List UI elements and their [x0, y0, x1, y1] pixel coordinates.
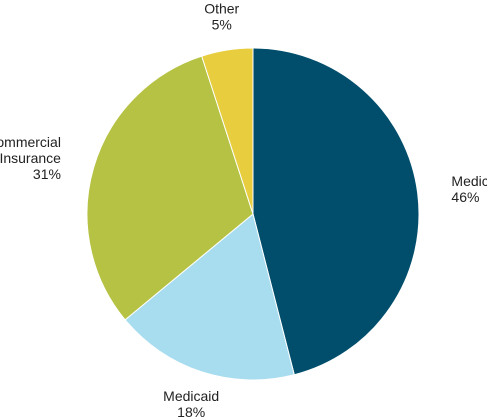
pie-slice-other [201, 47, 254, 215]
slice-name-label-medicare: Medicare [451, 173, 487, 189]
pie-slice-medicaid [124, 213, 295, 381]
slice-name-label-medicaid: Medicaid [163, 388, 219, 404]
slice-name-label-commercial-insurance: Insurance [0, 150, 61, 166]
pie-slice-commercial-insurance [86, 55, 254, 321]
slice-name-label-commercial-insurance: Commercial [0, 134, 61, 150]
pie-slice-medicare [252, 47, 420, 376]
slice-value-label-medicaid: 18% [177, 404, 205, 417]
slice-name-label-other: Other [204, 0, 239, 16]
slice-value-label-commercial-insurance: 31% [33, 166, 61, 182]
slice-value-label-other: 5% [212, 16, 232, 32]
slice-value-label-medicare: 46% [451, 189, 479, 205]
